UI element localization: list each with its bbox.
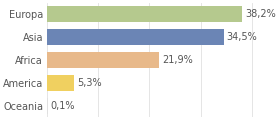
Text: 21,9%: 21,9% [162, 55, 193, 65]
Bar [47, 52, 159, 68]
Text: 34,5%: 34,5% [227, 32, 257, 42]
Bar [47, 6, 242, 22]
Bar [47, 29, 223, 45]
Bar [47, 75, 74, 91]
Bar [47, 98, 48, 114]
Text: 38,2%: 38,2% [246, 9, 276, 19]
Text: 0,1%: 0,1% [51, 101, 75, 111]
Text: 5,3%: 5,3% [77, 78, 102, 88]
